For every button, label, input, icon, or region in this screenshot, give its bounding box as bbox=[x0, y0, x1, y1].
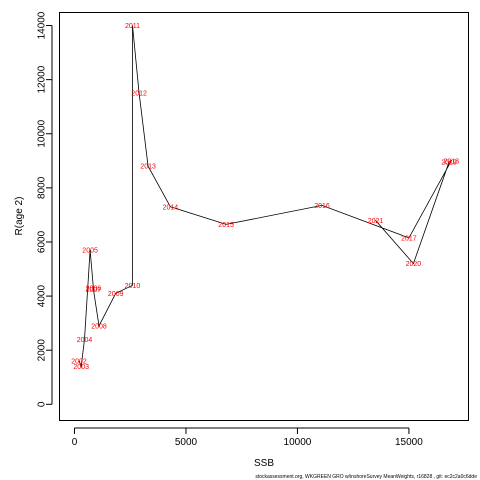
point-label-2021: 2021 bbox=[368, 218, 384, 225]
x-axis-title: SSB bbox=[254, 458, 274, 469]
point-label-2008: 2008 bbox=[91, 323, 107, 330]
point-label-2006: 2006 bbox=[86, 286, 102, 293]
point-label-2002: 2002 bbox=[71, 359, 87, 366]
point-label-2014: 2014 bbox=[163, 204, 179, 211]
y-tick-label-6000: 6000 bbox=[37, 230, 48, 253]
point-label-2019: 2019 bbox=[441, 160, 457, 167]
y-tick-label-12000: 12000 bbox=[37, 65, 48, 93]
point-label-2011: 2011 bbox=[125, 23, 140, 30]
point-label-2013: 2013 bbox=[140, 164, 156, 171]
point-label-2005: 2005 bbox=[82, 248, 98, 255]
point-label-2016: 2016 bbox=[314, 203, 330, 210]
x-tick-label-5000: 5000 bbox=[175, 437, 198, 448]
x-tick-label-10000: 10000 bbox=[284, 437, 312, 448]
point-label-2020: 2020 bbox=[406, 261, 422, 268]
point-label-2003: 2003 bbox=[73, 364, 89, 371]
point-label-layer: 2002200320042005200620072008200920102011… bbox=[71, 23, 459, 371]
sr-trajectory-line bbox=[78, 25, 453, 368]
y-tick-label-14000: 14000 bbox=[37, 11, 48, 39]
point-label-2010: 2010 bbox=[125, 283, 141, 290]
y-tick-label-0: 0 bbox=[37, 401, 48, 407]
footer-text: stockassessment.org, WKGREEN GRO w/insho… bbox=[255, 474, 477, 480]
series-layer bbox=[78, 25, 453, 368]
y-axis-title: R(age 2) bbox=[14, 197, 25, 236]
point-label-2012: 2012 bbox=[131, 91, 147, 98]
y-axis: 0 2000 4000 6000 8000 10000 12000 14000 bbox=[37, 11, 53, 407]
plot-frame bbox=[59, 12, 469, 421]
point-label-2017: 2017 bbox=[401, 235, 417, 242]
x-axis: 0 5000 10000 15000 bbox=[72, 427, 423, 448]
y-tick-label-10000: 10000 bbox=[37, 119, 48, 147]
point-label-2015: 2015 bbox=[218, 222, 234, 229]
point-label-2018: 2018 bbox=[444, 158, 460, 165]
y-tick-label-4000: 4000 bbox=[37, 285, 48, 308]
x-tick-label-15000: 15000 bbox=[395, 437, 423, 448]
point-label-2004: 2004 bbox=[77, 337, 93, 344]
point-label-2009: 2009 bbox=[108, 291, 124, 298]
x-tick-label-0: 0 bbox=[72, 437, 78, 448]
y-tick-label-2000: 2000 bbox=[37, 339, 48, 362]
point-label-2007: 2007 bbox=[86, 287, 102, 294]
y-tick-label-8000: 8000 bbox=[37, 176, 48, 199]
